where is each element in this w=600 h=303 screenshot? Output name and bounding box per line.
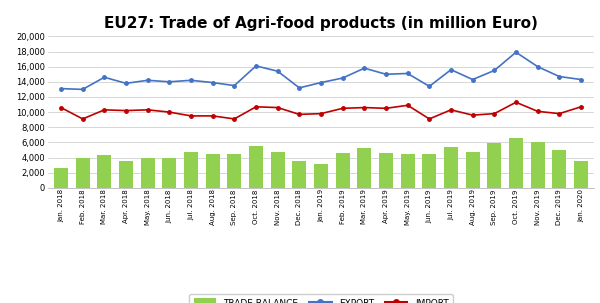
EXPORT	[231, 84, 238, 87]
Bar	[552, 150, 566, 188]
EXPORT	[339, 76, 346, 80]
EXPORT	[122, 82, 130, 85]
Bar	[206, 154, 220, 188]
Bar	[249, 146, 263, 188]
IMPORT	[166, 110, 173, 114]
Bar	[119, 161, 133, 188]
EXPORT	[556, 75, 563, 78]
EXPORT	[144, 78, 151, 82]
IMPORT	[209, 114, 216, 118]
EXPORT	[382, 72, 389, 76]
Bar	[487, 143, 502, 188]
IMPORT	[274, 106, 281, 109]
Bar	[97, 155, 112, 188]
IMPORT	[144, 108, 151, 112]
IMPORT	[58, 106, 65, 109]
IMPORT	[361, 106, 368, 109]
Bar	[444, 147, 458, 188]
Bar	[314, 164, 328, 188]
EXPORT	[58, 87, 65, 90]
EXPORT	[209, 81, 216, 84]
IMPORT	[317, 112, 325, 115]
IMPORT	[253, 105, 260, 109]
EXPORT	[187, 78, 194, 82]
Bar	[466, 152, 480, 188]
IMPORT	[296, 112, 303, 116]
Bar	[227, 154, 241, 188]
Bar	[54, 168, 68, 188]
EXPORT	[253, 64, 260, 68]
EXPORT	[491, 68, 498, 72]
IMPORT	[101, 108, 108, 112]
IMPORT	[382, 106, 389, 110]
EXPORT	[404, 72, 411, 75]
Bar	[422, 154, 436, 188]
IMPORT	[231, 117, 238, 121]
IMPORT	[122, 109, 130, 112]
Title: EU27: Trade of Agri-food products (in million Euro): EU27: Trade of Agri-food products (in mi…	[104, 16, 538, 31]
IMPORT	[426, 117, 433, 121]
Bar	[162, 158, 176, 188]
IMPORT	[534, 109, 541, 113]
Bar	[379, 153, 393, 188]
EXPORT	[448, 68, 455, 72]
Bar	[509, 138, 523, 188]
EXPORT	[166, 80, 173, 84]
EXPORT	[534, 65, 541, 68]
EXPORT	[577, 78, 584, 81]
EXPORT	[101, 75, 108, 79]
Bar	[76, 158, 90, 188]
Bar	[530, 142, 545, 188]
Line: EXPORT: EXPORT	[59, 51, 583, 91]
Line: IMPORT: IMPORT	[59, 101, 583, 121]
IMPORT	[577, 105, 584, 109]
EXPORT	[274, 69, 281, 73]
EXPORT	[469, 78, 476, 81]
Bar	[184, 152, 198, 188]
IMPORT	[491, 112, 498, 115]
IMPORT	[469, 113, 476, 117]
Bar	[271, 152, 285, 188]
EXPORT	[426, 85, 433, 88]
IMPORT	[512, 100, 520, 104]
Bar	[574, 161, 588, 188]
Bar	[140, 158, 155, 188]
EXPORT	[79, 88, 86, 91]
IMPORT	[556, 112, 563, 115]
EXPORT	[317, 81, 325, 84]
EXPORT	[296, 86, 303, 90]
Bar	[292, 161, 307, 188]
IMPORT	[187, 114, 194, 118]
IMPORT	[339, 106, 346, 110]
EXPORT	[512, 50, 520, 54]
IMPORT	[79, 117, 86, 121]
EXPORT	[361, 66, 368, 70]
Bar	[357, 148, 371, 188]
IMPORT	[404, 104, 411, 107]
Bar	[335, 153, 350, 188]
IMPORT	[448, 108, 455, 112]
Legend: TRADE BALANCE, EXPORT, IMPORT: TRADE BALANCE, EXPORT, IMPORT	[189, 294, 453, 303]
Bar	[401, 154, 415, 188]
